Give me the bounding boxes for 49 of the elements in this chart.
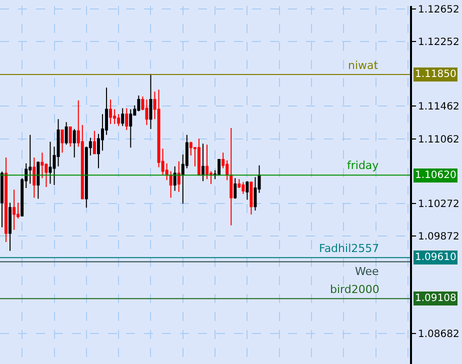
ref-line-label: Fadhil2557 bbox=[319, 242, 380, 255]
candlestick bbox=[4, 156, 8, 243]
candlestick bbox=[149, 73, 152, 130]
candlestick bbox=[8, 202, 12, 252]
candlestick bbox=[202, 143, 204, 182]
candlestick bbox=[32, 156, 36, 198]
candlestick bbox=[28, 134, 32, 184]
candlestick bbox=[173, 166, 176, 192]
candlestick bbox=[242, 182, 245, 194]
candlestick bbox=[230, 127, 233, 226]
y-tick-label: 1.11062 bbox=[418, 134, 460, 146]
candlestick bbox=[64, 122, 68, 146]
candlestick bbox=[121, 108, 124, 127]
candlestick bbox=[125, 108, 128, 130]
ref-line-label: Wee bbox=[355, 265, 379, 278]
y-tick-label: 1.11462 bbox=[418, 102, 460, 113]
text: 1.10620 bbox=[415, 170, 456, 181]
candlestick bbox=[117, 114, 120, 127]
text: 1.09610 bbox=[415, 252, 456, 263]
candlestick bbox=[137, 95, 140, 112]
candlestick bbox=[218, 158, 221, 176]
candlestick bbox=[92, 130, 96, 154]
candlestick bbox=[197, 138, 200, 176]
y-tick-label: 1.10272 bbox=[418, 199, 460, 210]
candlestick bbox=[60, 129, 64, 154]
text: 1.11850 bbox=[415, 69, 456, 80]
y-tick-label: 1.12252 bbox=[418, 37, 460, 48]
candlestick bbox=[145, 98, 148, 126]
candlestick bbox=[169, 170, 172, 198]
candlestick bbox=[72, 128, 76, 158]
ref-line-label: bird2000 bbox=[330, 283, 380, 296]
candlestick bbox=[246, 180, 249, 200]
y-tick-label: 1.12652 bbox=[418, 4, 460, 16]
candlestick bbox=[206, 144, 208, 180]
y-tick-label: 1.08682 bbox=[418, 329, 460, 340]
y-tick-label: 1.09872 bbox=[418, 232, 460, 243]
candlestick bbox=[12, 189, 16, 230]
ref-line-label: niwat bbox=[348, 59, 379, 72]
candlestick bbox=[234, 178, 237, 200]
candlestick bbox=[0, 171, 4, 228]
candlestick bbox=[36, 160, 40, 200]
candlestick bbox=[48, 141, 52, 184]
candlestick bbox=[177, 160, 180, 192]
candlestick bbox=[68, 126, 72, 148]
candlestick bbox=[250, 182, 253, 216]
candlestick bbox=[109, 98, 112, 125]
text: 1.09108 bbox=[415, 293, 456, 304]
candlestick bbox=[129, 108, 132, 148]
ref-line-label: friday bbox=[347, 159, 380, 172]
